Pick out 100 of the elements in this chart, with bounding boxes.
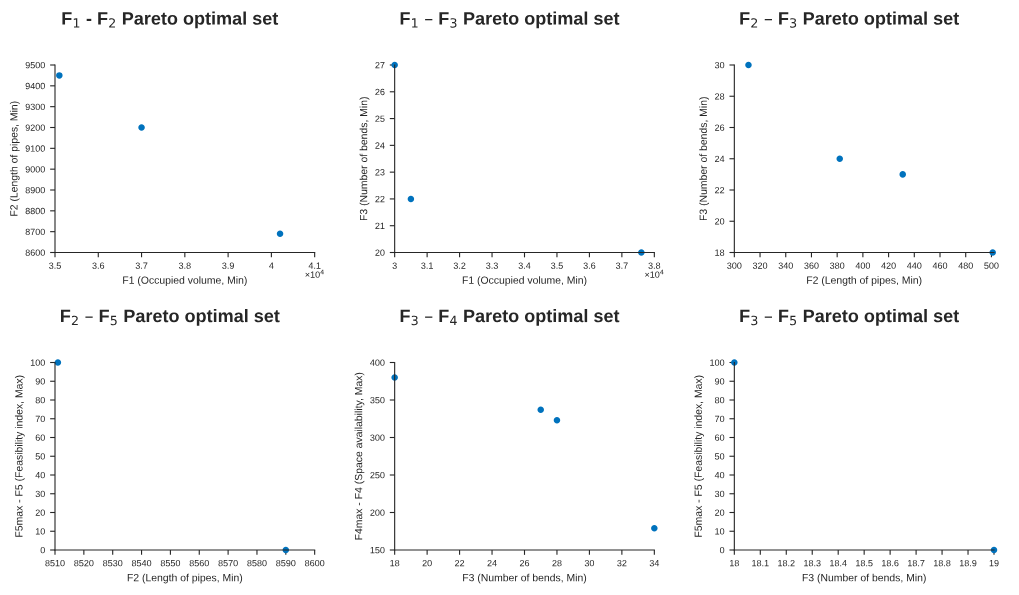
x-axis-title: F1 (Occupied volume, Min) <box>123 276 247 286</box>
chart-title: F$_{2}$ – F$_{5}$ Pareto optimal set <box>60 309 280 326</box>
y-tick-label: 30 <box>714 490 725 498</box>
x-tick-label: 8580 <box>247 559 267 567</box>
x-tick-label: 500 <box>984 262 999 269</box>
x-tick-label: 380 <box>829 262 845 269</box>
x-tick-label: 8560 <box>189 559 209 567</box>
x-tick-label: 18.5 <box>856 559 873 567</box>
x-tick-label: 300 <box>727 262 742 269</box>
x-tick-label: 3.8 <box>648 262 661 269</box>
x-tick-label: 3.4 <box>518 262 531 269</box>
y-tick-label: 28 <box>715 93 725 100</box>
y-tick-label: 10 <box>35 528 45 535</box>
chart-title: F$_{1}$ – F$_{3}$ Pareto optimal set <box>400 11 620 29</box>
y-tick-label: 26 <box>375 88 385 96</box>
x-tick-label: 8600 <box>305 559 325 567</box>
x-tick-label: 32 <box>617 559 627 567</box>
x-tick-label: 460 <box>932 262 948 269</box>
y-tick-label: 20 <box>715 509 725 516</box>
y-tick-label: 9100 <box>25 145 45 152</box>
y-tick-label: 18 <box>715 249 725 256</box>
y-tick-label: 80 <box>714 396 725 404</box>
chart-title: F$_{3}$ – F$_{4}$ Pareto optimal set <box>400 309 620 326</box>
y-tick-label: 60 <box>715 434 725 441</box>
y-tick-label: 50 <box>714 453 725 460</box>
y-tick-label: 24 <box>375 142 385 149</box>
x-tick-label: 18.2 <box>778 559 795 567</box>
x-tick-label: 18.9 <box>959 559 977 567</box>
y-tick-label: 8700 <box>25 228 45 236</box>
y-tick-label: 40 <box>35 471 45 479</box>
y-tick-label: 80 <box>35 396 45 404</box>
x-tick-label: 8540 <box>131 559 152 567</box>
x-tick-label: 3.2 <box>453 262 466 269</box>
x-tick-label: 400 <box>855 262 871 269</box>
y-tick-label: 70 <box>35 415 45 423</box>
y-tick-label: 21 <box>375 222 385 229</box>
x-tick-label: 18 <box>730 559 739 567</box>
y-tick-label: 0 <box>719 546 725 554</box>
x-tick-label: 8550 <box>160 559 181 567</box>
y-tick-label: 90 <box>35 378 45 385</box>
x-tick-label: 8570 <box>218 559 238 567</box>
y-tick-label: 70 <box>715 415 725 423</box>
y-tick-label: 20 <box>375 249 385 256</box>
y-tick-label: 40 <box>714 471 725 479</box>
y-axis-title: F2 (Length of pipes, Min) <box>9 101 20 216</box>
x-tick-label: 18.7 <box>908 559 925 567</box>
x-tick-label: 4 <box>269 262 274 269</box>
x-tick-label: 18 <box>390 559 400 567</box>
x-tick-label: 8530 <box>103 559 123 567</box>
x-tick-label: 3.5 <box>551 262 563 269</box>
y-axis-title: F3 (Number of bends, Min) <box>699 97 710 221</box>
y-tick-label: 26 <box>715 124 725 131</box>
x-axis-title: F3 (Number of bends, Min) <box>802 573 926 584</box>
x-tick-label: 3.6 <box>92 262 105 269</box>
x-tick-label: 3.5 <box>49 262 61 269</box>
x-axis-title: F3 (Number of bends, Min) <box>463 573 587 584</box>
x-tick-label: 340 <box>778 262 793 269</box>
chart-title: F$_{3}$ – F$_{5}$ Pareto optimal set <box>740 309 959 326</box>
x-tick-label: 320 <box>752 262 768 269</box>
y-tick-label: 25 <box>375 115 385 122</box>
y-tick-label: 24 <box>715 155 725 163</box>
x-tick-label: 18.4 <box>830 559 847 567</box>
chart-title: F$_{1}$ - F$_{2}$ Pareto optimal set <box>62 11 279 29</box>
y-axis-title: F5max - F5 (Feasibility index, Max) <box>14 375 25 537</box>
x-tick-label: 18.3 <box>804 559 821 567</box>
y-tick-label: 30 <box>35 490 45 498</box>
y-tick-label: 20 <box>715 218 725 225</box>
y-tick-label: 8600 <box>25 249 45 256</box>
y-tick-label: 27 <box>375 61 385 69</box>
x-tick-label: 8590 <box>276 559 296 567</box>
x-tick-label: 3.1 <box>421 262 433 269</box>
x-tick-label: 34 <box>649 559 660 567</box>
x-tick-label: 360 <box>804 262 819 269</box>
y-tick-label: 20 <box>35 509 45 516</box>
y-axis-title: F5max - F5 (Feasibility index, Max) <box>694 375 704 537</box>
x-tick-label: 28 <box>552 559 562 567</box>
x-tick-label: 8520 <box>74 559 94 567</box>
y-tick-label: 22 <box>375 195 385 203</box>
x-tick-label: 3 <box>392 262 397 269</box>
y-axis-title: F3 (Number of bends, Min) <box>359 97 370 221</box>
x-tick-label: 19 <box>989 559 999 567</box>
x-tick-label: 26 <box>519 559 530 567</box>
x-tick-label: 8510 <box>45 559 65 567</box>
chart-title: F$_{2}$ – F$_{3}$ Pareto optimal set <box>740 11 959 29</box>
text: ×10$^{4}$ <box>645 269 664 278</box>
y-tick-label: 8900 <box>25 186 45 194</box>
x-tick-label: 3.7 <box>615 262 628 269</box>
y-tick-label: 250 <box>370 471 385 479</box>
y-tick-label: 9200 <box>25 124 45 131</box>
y-tick-label: 50 <box>35 453 45 460</box>
x-tick-label: 18.6 <box>882 559 899 567</box>
x-tick-label: 30 <box>584 559 595 567</box>
x-axis-title: F2 (Length of pipes, Min) <box>127 573 243 584</box>
x-tick-label: 3.6 <box>583 262 596 269</box>
x-tick-label: 20 <box>422 559 432 567</box>
y-tick-label: 400 <box>370 359 385 366</box>
x-tick-label: 3.3 <box>486 262 498 269</box>
x-tick-label: 22 <box>455 559 465 567</box>
x-axis-title: F2 (Length of pipes, Min) <box>807 276 922 286</box>
y-tick-label: 9500 <box>25 61 45 69</box>
